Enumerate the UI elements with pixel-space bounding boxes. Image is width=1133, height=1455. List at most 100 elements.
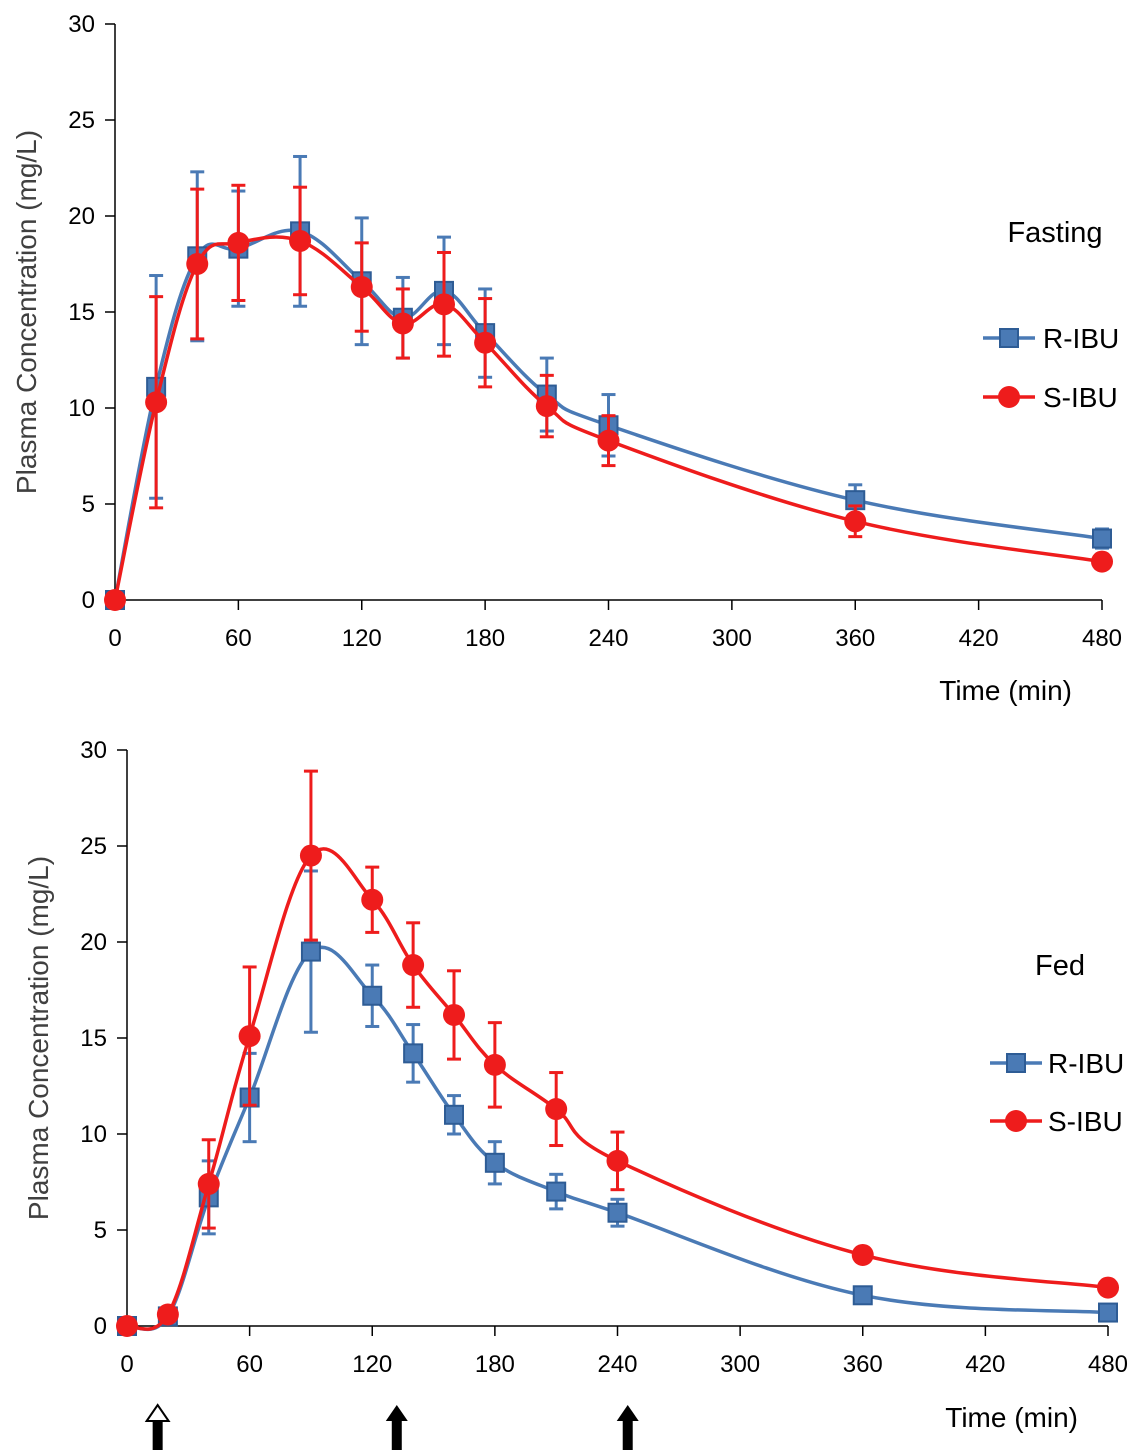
data-point-circle <box>433 293 455 316</box>
data-point-circle <box>597 429 620 452</box>
y-tick-label: 30 <box>68 11 95 38</box>
y-tick-label: 20 <box>80 929 107 956</box>
series-r-ibu <box>117 869 1118 1336</box>
x-tick-label: 0 <box>108 625 121 652</box>
data-point-square <box>852 1285 873 1306</box>
y-tick-label: 15 <box>80 1025 107 1052</box>
data-point-square <box>484 1152 505 1173</box>
arrow-shaft <box>152 1417 163 1450</box>
y-tick-label: 15 <box>68 299 95 326</box>
data-point-circle <box>443 1003 465 1026</box>
data-point-square <box>1098 1302 1118 1323</box>
meal-arrows <box>144 1403 639 1450</box>
y-tick-label: 5 <box>94 1217 107 1244</box>
y-axis-title: Plasma Concentration (mg/L) <box>11 130 42 494</box>
data-point-circle <box>535 395 558 418</box>
x-tick-label: 120 <box>342 625 382 652</box>
data-point-circle <box>606 1149 629 1172</box>
data-point-square <box>362 985 383 1006</box>
x-tick-label: 180 <box>475 1351 515 1378</box>
data-point-circle <box>289 229 312 252</box>
data-point-circle <box>851 1243 874 1266</box>
x-tick-label: 300 <box>712 625 752 652</box>
data-point-circle <box>186 253 209 275</box>
data-point-circle <box>474 331 497 354</box>
legend-label: R-IBU <box>1043 323 1119 354</box>
data-point-circle <box>350 276 373 299</box>
y-tick-label: 30 <box>80 737 107 764</box>
y-tick-label: 10 <box>80 1121 107 1148</box>
x-tick-label: 480 <box>1088 1351 1128 1378</box>
x-tick-label: 300 <box>720 1351 760 1378</box>
x-tick-label: 420 <box>965 1351 1005 1378</box>
data-point-circle <box>116 1315 138 1337</box>
x-tick-label: 60 <box>236 1351 263 1378</box>
x-tick-label: 60 <box>225 625 252 652</box>
data-point-circle <box>238 1025 261 1048</box>
x-tick-label: 420 <box>959 625 999 652</box>
data-point-circle <box>402 954 425 977</box>
legend-item-r-ibu: R-IBU <box>983 323 1119 354</box>
y-tick-label: 5 <box>82 491 95 518</box>
data-point-circle <box>156 1303 179 1326</box>
data-point-square <box>444 1104 464 1125</box>
x-tick-label: 360 <box>843 1351 883 1378</box>
legend-label: R-IBU <box>1048 1048 1124 1079</box>
data-point-square <box>300 941 321 962</box>
x-tick-label: 240 <box>588 625 628 652</box>
legend-item-r-ibu: R-IBU <box>990 1048 1124 1079</box>
legend-marker-square <box>1006 1053 1026 1073</box>
y-tick-label: 25 <box>68 107 95 134</box>
y-axis-title: Plasma Concentration (mg/L) <box>23 856 54 1220</box>
y-tick-label: 0 <box>82 587 95 614</box>
legend-item-s-ibu: S-IBU <box>983 382 1118 413</box>
legend-marker-square <box>999 328 1019 348</box>
arrow-shaft <box>391 1419 402 1450</box>
y-tick-label: 25 <box>80 833 107 860</box>
x-tick-label: 120 <box>352 1351 392 1378</box>
legend-marker-circle <box>998 386 1020 408</box>
x-tick-label: 0 <box>120 1351 133 1378</box>
x-axis-title: Time (min) <box>945 1402 1078 1433</box>
y-tick-label: 10 <box>68 395 95 422</box>
series-line <box>126 847 1109 1331</box>
arrow-head <box>616 1405 639 1421</box>
y-tick-label: 20 <box>68 203 95 230</box>
arrow-shaft <box>622 1419 633 1450</box>
data-point-circle <box>227 231 250 254</box>
arrow-head <box>385 1405 408 1421</box>
legend-label: S-IBU <box>1043 382 1118 413</box>
data-point-circle <box>299 844 322 867</box>
data-point-circle <box>844 510 867 533</box>
data-point-circle <box>104 589 126 611</box>
series-s-ibu <box>104 183 1113 611</box>
data-point-circle <box>1091 550 1113 573</box>
x-tick-label: 360 <box>835 625 875 652</box>
data-point-square <box>403 1043 424 1064</box>
data-point-circle <box>361 888 384 911</box>
data-point-circle <box>1097 1276 1119 1299</box>
data-point-circle <box>197 1172 220 1195</box>
series-line <box>113 235 1103 601</box>
x-tick-label: 240 <box>597 1351 637 1378</box>
series-line <box>113 228 1103 601</box>
data-point-circle <box>545 1098 568 1121</box>
legend-label: S-IBU <box>1048 1106 1123 1137</box>
x-tick-label: 180 <box>465 625 505 652</box>
legend-item-s-ibu: S-IBU <box>990 1106 1123 1137</box>
arrow-head-hollow <box>144 1403 171 1422</box>
x-axis-title: Time (min) <box>939 675 1072 706</box>
condition-label: Fed <box>1035 950 1085 982</box>
data-point-square <box>607 1202 628 1223</box>
data-point-circle <box>391 312 414 335</box>
data-point-square <box>546 1181 567 1202</box>
legend-marker-circle <box>1005 1110 1027 1132</box>
data-point-circle <box>145 391 168 414</box>
y-tick-label: 0 <box>94 1313 107 1340</box>
x-tick-label: 480 <box>1082 625 1122 652</box>
data-point-circle <box>483 1053 506 1076</box>
series-s-ibu <box>116 769 1119 1337</box>
